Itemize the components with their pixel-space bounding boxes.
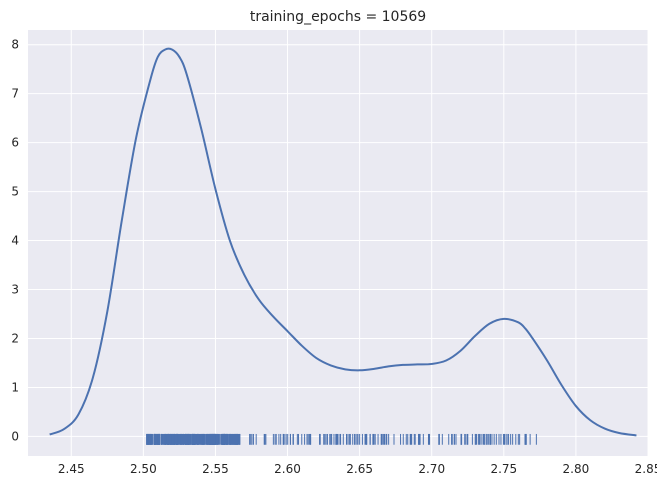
x-tick-label: 2.80 — [563, 462, 590, 476]
x-tick-label: 2.50 — [130, 462, 157, 476]
chart-title: training_epochs = 10569 — [250, 9, 426, 25]
x-tick-label: 2.65 — [346, 462, 373, 476]
y-tick-label: 3 — [11, 283, 19, 297]
y-tick-label: 4 — [11, 234, 19, 248]
x-tick-labels: 2.45 2.50 2.55 2.60 2.65 2.70 2.75 2.80 2.85 — [58, 462, 657, 476]
x-tick-label: 2.70 — [418, 462, 445, 476]
density-curve — [49, 47, 637, 437]
y-tick-label: 6 — [11, 136, 19, 150]
y-tick-label: 7 — [11, 87, 19, 101]
y-tick-label: 2 — [11, 331, 19, 345]
x-tick-label: 2.55 — [202, 462, 229, 476]
y-tick-label: 0 — [11, 429, 19, 443]
x-tick-label: 2.75 — [490, 462, 517, 476]
y-tick-label: 5 — [11, 185, 19, 199]
y-tick-label: 1 — [11, 380, 19, 394]
y-tick-labels: 0 1 2 3 4 5 6 7 8 — [11, 38, 19, 444]
x-tick-label: 2.45 — [58, 462, 85, 476]
x-tick-label: 2.60 — [274, 462, 301, 476]
plot-background — [28, 30, 648, 456]
x-tick-label: 2.85 — [635, 462, 657, 476]
rug-marks — [146, 433, 537, 445]
y-tick-label: 8 — [11, 38, 19, 52]
